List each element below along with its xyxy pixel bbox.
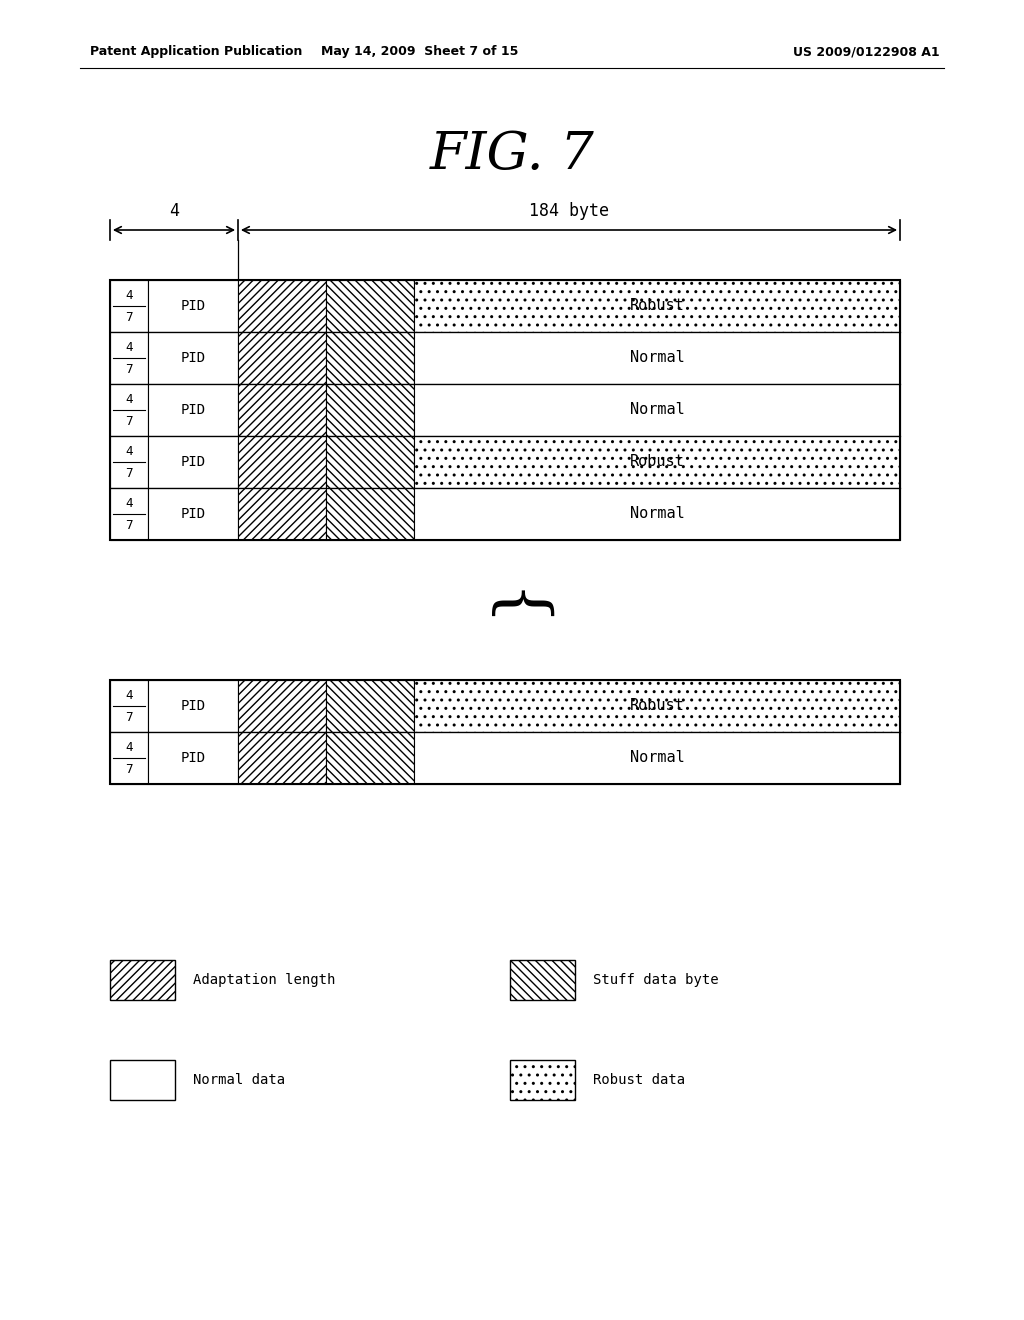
Text: 4: 4: [125, 393, 133, 407]
Text: Adaptation length: Adaptation length: [193, 973, 336, 987]
Text: 4: 4: [125, 689, 133, 702]
Text: Normal: Normal: [630, 403, 684, 417]
Bar: [326, 436, 414, 488]
Bar: [326, 280, 414, 333]
Bar: [238, 733, 326, 784]
Text: 7: 7: [125, 763, 133, 776]
Text: 4: 4: [125, 289, 133, 302]
Text: US 2009/0122908 A1: US 2009/0122908 A1: [794, 45, 940, 58]
Text: Normal: Normal: [630, 507, 684, 521]
Bar: [148, 680, 238, 733]
Bar: [148, 384, 238, 436]
Bar: [326, 488, 414, 540]
Text: 7: 7: [125, 363, 133, 376]
Bar: [110, 280, 900, 540]
Text: 7: 7: [125, 312, 133, 323]
Text: Patent Application Publication: Patent Application Publication: [90, 45, 302, 58]
Bar: [414, 680, 900, 733]
Bar: [238, 488, 326, 540]
Bar: [110, 436, 148, 488]
Bar: [148, 733, 238, 784]
Bar: [238, 280, 326, 333]
Text: 4: 4: [125, 445, 133, 458]
Bar: [110, 960, 175, 1001]
Text: PID: PID: [180, 455, 206, 469]
Text: Robust: Robust: [630, 298, 684, 314]
Bar: [510, 1060, 575, 1100]
Text: Robust data: Robust data: [593, 1073, 685, 1086]
Text: PID: PID: [180, 351, 206, 366]
Bar: [414, 488, 900, 540]
Bar: [148, 488, 238, 540]
Bar: [326, 680, 414, 733]
Text: PID: PID: [180, 751, 206, 766]
Bar: [238, 333, 326, 384]
Text: Normal: Normal: [630, 751, 684, 766]
Bar: [326, 733, 414, 784]
Bar: [148, 280, 238, 333]
Text: FIG. 7: FIG. 7: [430, 129, 594, 181]
Bar: [110, 1060, 175, 1100]
Text: 7: 7: [125, 519, 133, 532]
Text: Robust: Robust: [630, 698, 684, 714]
Bar: [110, 384, 148, 436]
Bar: [110, 733, 148, 784]
Text: 7: 7: [125, 467, 133, 480]
Text: Normal: Normal: [630, 351, 684, 366]
Text: 184 byte: 184 byte: [529, 202, 609, 220]
Bar: [110, 333, 148, 384]
Text: Stuff data byte: Stuff data byte: [593, 973, 719, 987]
Bar: [510, 960, 575, 1001]
Text: May 14, 2009  Sheet 7 of 15: May 14, 2009 Sheet 7 of 15: [322, 45, 519, 58]
Bar: [326, 384, 414, 436]
Text: {: {: [479, 589, 545, 631]
Text: 7: 7: [125, 414, 133, 428]
Bar: [238, 680, 326, 733]
Text: 4: 4: [125, 341, 133, 354]
Text: Normal data: Normal data: [193, 1073, 285, 1086]
Bar: [414, 384, 900, 436]
Text: PID: PID: [180, 507, 206, 521]
Text: PID: PID: [180, 300, 206, 313]
Bar: [326, 333, 414, 384]
Bar: [414, 733, 900, 784]
Text: Robust: Robust: [630, 454, 684, 470]
Text: 4: 4: [169, 202, 179, 220]
Bar: [110, 680, 148, 733]
Text: 4: 4: [125, 498, 133, 510]
Bar: [110, 488, 148, 540]
Bar: [238, 384, 326, 436]
Text: PID: PID: [180, 403, 206, 417]
Bar: [414, 333, 900, 384]
Bar: [238, 436, 326, 488]
Bar: [414, 280, 900, 333]
Text: PID: PID: [180, 700, 206, 713]
Bar: [110, 680, 900, 784]
Bar: [414, 436, 900, 488]
Text: 7: 7: [125, 711, 133, 723]
Bar: [110, 280, 148, 333]
Text: 4: 4: [125, 741, 133, 754]
Bar: [148, 436, 238, 488]
Bar: [148, 333, 238, 384]
